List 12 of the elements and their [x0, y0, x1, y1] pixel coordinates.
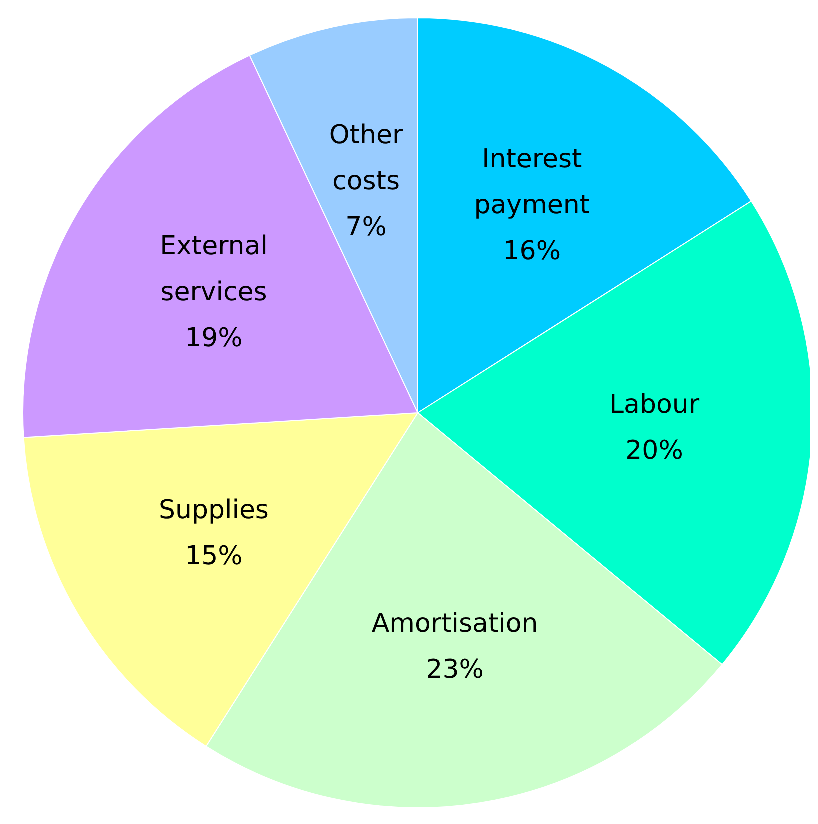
slice-label: Other costs: [329, 120, 404, 197]
data-label: 16%: [503, 236, 562, 266]
slice-label: Labour: [610, 390, 700, 420]
data-label: 19%: [185, 323, 243, 354]
slice-label: Amortisation: [372, 609, 538, 640]
data-label: 15%: [185, 542, 243, 572]
data-label: 23%: [426, 655, 484, 686]
slice-label: Supplies: [159, 496, 269, 526]
data-label: 7%: [346, 212, 387, 243]
slice-label: External services: [160, 231, 268, 308]
data-label: 20%: [626, 436, 684, 466]
slice-label: Interest payment: [474, 144, 590, 220]
